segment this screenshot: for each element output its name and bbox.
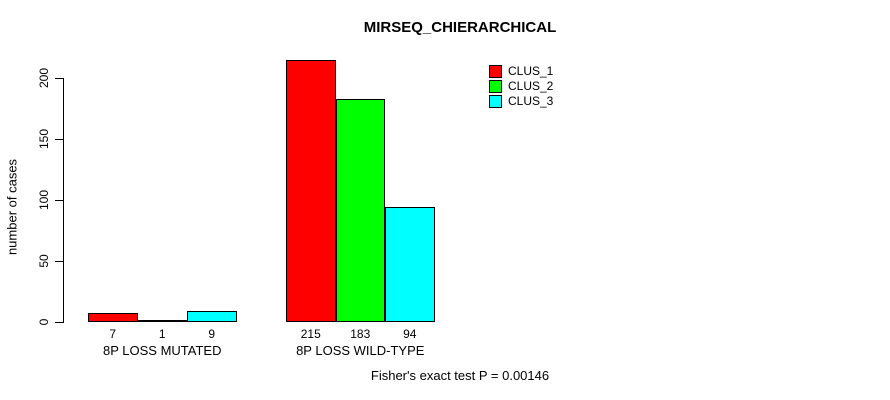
y-tick-label: 150 [37, 128, 51, 150]
y-axis-line [63, 78, 64, 323]
y-tick-mark [55, 77, 63, 79]
legend: CLUS_1 CLUS_2 CLUS_3 [489, 64, 553, 109]
bar-clus_1 [88, 313, 138, 322]
category-label: 8P LOSS WILD-TYPE [296, 343, 425, 358]
legend-swatch-clus_3 [489, 95, 502, 108]
y-tick-label: 0 [37, 318, 51, 326]
bar-value-label: 9 [208, 327, 216, 341]
legend-swatch-clus_2 [489, 80, 502, 93]
legend-label: CLUS_1 [508, 64, 554, 78]
bar-clus_2 [335, 99, 385, 322]
bar-clus_3 [385, 207, 435, 322]
annotation-caption: Fisher's exact test P = 0.00146 [370, 368, 550, 383]
y-tick-label: 50 [37, 254, 51, 268]
legend-label: CLUS_2 [508, 79, 554, 93]
bar-clus_3 [187, 311, 237, 322]
chart-title: MIRSEQ_CHIERARCHICAL [363, 19, 557, 36]
y-tick-mark [55, 321, 63, 323]
y-axis-label: number of cases [4, 158, 20, 256]
bar-clus_1 [286, 60, 336, 322]
legend-swatch-clus_1 [489, 65, 502, 78]
category-label: 8P LOSS MUTATED [103, 343, 222, 358]
bar-value-label: 1 [158, 327, 166, 341]
y-tick-label: 200 [37, 67, 51, 89]
legend-label: CLUS_3 [508, 94, 554, 108]
bar-value-label: 94 [403, 327, 417, 341]
legend-row: CLUS_1 [489, 64, 553, 79]
bar-value-label: 7 [109, 327, 117, 341]
legend-row: CLUS_2 [489, 79, 553, 94]
y-tick-mark [55, 199, 63, 201]
y-tick-label: 100 [37, 189, 51, 211]
bar-value-label: 215 [300, 327, 321, 341]
y-tick-mark [55, 260, 63, 262]
bar-value-label: 183 [350, 327, 371, 341]
y-tick-mark [55, 138, 63, 140]
bar-clus_2 [137, 320, 187, 322]
legend-row: CLUS_3 [489, 94, 553, 109]
